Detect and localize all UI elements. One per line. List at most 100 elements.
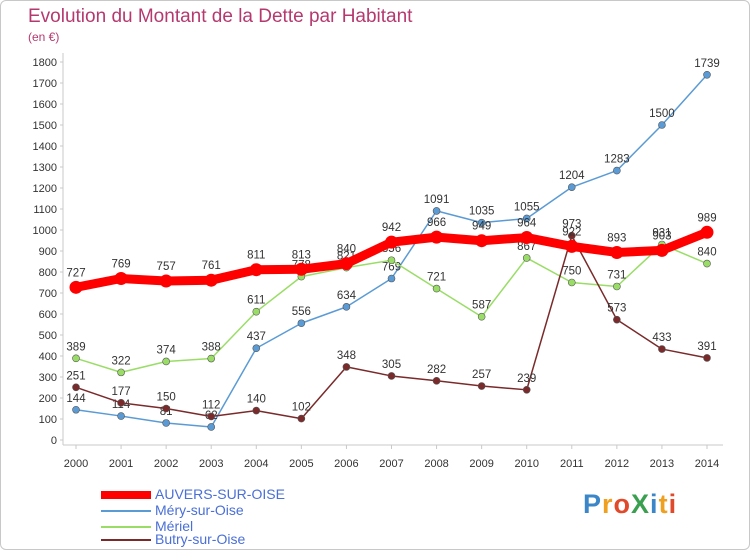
data-label: 374 (157, 344, 177, 356)
x-tick-label: 2001 (109, 458, 133, 470)
legend-label-butry: Butry-sur-Oise (155, 531, 246, 547)
y-tick-label: 1700 (33, 78, 57, 90)
data-label: 813 (292, 249, 311, 261)
y-tick-label: 700 (39, 288, 57, 300)
data-point (385, 235, 398, 249)
data-label: 769 (111, 259, 130, 271)
data-point (432, 284, 441, 293)
data-label: 433 (652, 332, 671, 344)
data-point (72, 383, 80, 392)
data-point (475, 234, 489, 248)
x-tick-label: 2008 (424, 458, 448, 470)
y-tick-label: 200 (39, 393, 57, 405)
data-label: 964 (517, 218, 537, 230)
data-point (297, 414, 306, 423)
data-point (430, 230, 444, 244)
data-label: 112 (202, 399, 220, 411)
y-tick-label: 1400 (33, 141, 57, 153)
data-point (207, 412, 216, 421)
data-label: 611 (247, 295, 265, 307)
data-point (432, 376, 441, 385)
data-point (69, 280, 83, 294)
data-label: 903 (652, 230, 671, 242)
data-label: 989 (697, 212, 716, 224)
y-tick-label: 1300 (33, 162, 57, 174)
data-point (114, 272, 128, 286)
data-label: 144 (66, 393, 86, 405)
data-point (522, 254, 531, 262)
data-point (387, 256, 396, 265)
data-label: 388 (202, 342, 221, 354)
data-point (162, 419, 170, 427)
y-tick-label: 100 (39, 414, 57, 426)
data-label: 1204 (559, 170, 585, 182)
data-point (207, 354, 216, 363)
data-label: 840 (697, 247, 716, 259)
data-label: 769 (382, 262, 401, 274)
data-point (655, 243, 669, 257)
y-tick-label: 0 (51, 435, 57, 447)
data-label: 556 (292, 306, 311, 318)
data-label: 949 (472, 221, 491, 233)
legend-swatch-mery (101, 510, 151, 512)
x-tick-label: 2007 (379, 458, 403, 470)
data-label: 973 (562, 219, 581, 231)
y-tick-label: 1000 (33, 225, 57, 237)
data-point (658, 121, 666, 129)
data-point (477, 218, 486, 227)
data-label: 389 (66, 341, 85, 353)
x-tick-label: 2012 (605, 458, 629, 470)
chart-title: Evolution du Montant de la Dette par Hab… (28, 6, 413, 27)
data-point (387, 372, 396, 380)
data-point (565, 239, 579, 253)
data-point (162, 404, 170, 413)
data-label: 727 (66, 267, 85, 279)
data-point (613, 282, 621, 291)
data-point (249, 263, 263, 277)
x-tick-label: 2011 (560, 458, 584, 470)
data-label: 437 (247, 331, 266, 343)
legend-swatch-auvers (101, 491, 151, 499)
data-label: 587 (472, 300, 491, 312)
data-label: 867 (517, 241, 536, 253)
data-point (117, 399, 125, 407)
x-tick-label: 2009 (469, 458, 493, 470)
y-tick-label: 600 (39, 309, 57, 321)
data-point (252, 307, 261, 316)
data-label: 750 (562, 266, 581, 278)
legend-swatch-butry (101, 539, 151, 541)
data-point (339, 257, 353, 271)
legend-item-butry: Butry-sur-Oise (101, 531, 401, 548)
y-tick-label: 900 (39, 246, 57, 258)
data-point (477, 312, 486, 321)
data-label: 140 (247, 394, 266, 406)
data-label: 102 (292, 402, 311, 414)
data-point (117, 412, 125, 420)
data-point (522, 386, 531, 394)
proxiti-logo: ProXiti (583, 489, 678, 519)
data-label: 1283 (604, 154, 630, 166)
y-tick-label: 400 (39, 351, 57, 363)
legend-label-meriel: Mériel (155, 518, 194, 534)
data-label: 1035 (469, 206, 495, 218)
data-point (613, 315, 621, 324)
data-point (159, 274, 173, 288)
data-label: 573 (607, 303, 626, 315)
data-point (294, 262, 308, 276)
data-point (703, 354, 711, 362)
x-tick-label: 2000 (64, 458, 88, 470)
legend-item-auvers: AUVERS-SUR-OISE (101, 486, 401, 503)
data-point (613, 166, 621, 175)
y-tick-label: 500 (39, 330, 57, 342)
x-tick-label: 2013 (650, 458, 674, 470)
x-tick-label: 2002 (154, 458, 178, 470)
x-tick-label: 2006 (334, 458, 358, 470)
data-point (297, 319, 306, 328)
data-label: 757 (157, 261, 176, 273)
data-point (162, 357, 170, 366)
data-point (342, 363, 351, 371)
data-point (72, 354, 80, 363)
data-label: 931 (652, 227, 671, 239)
y-tick-label: 1600 (33, 99, 57, 111)
data-point (207, 423, 216, 431)
